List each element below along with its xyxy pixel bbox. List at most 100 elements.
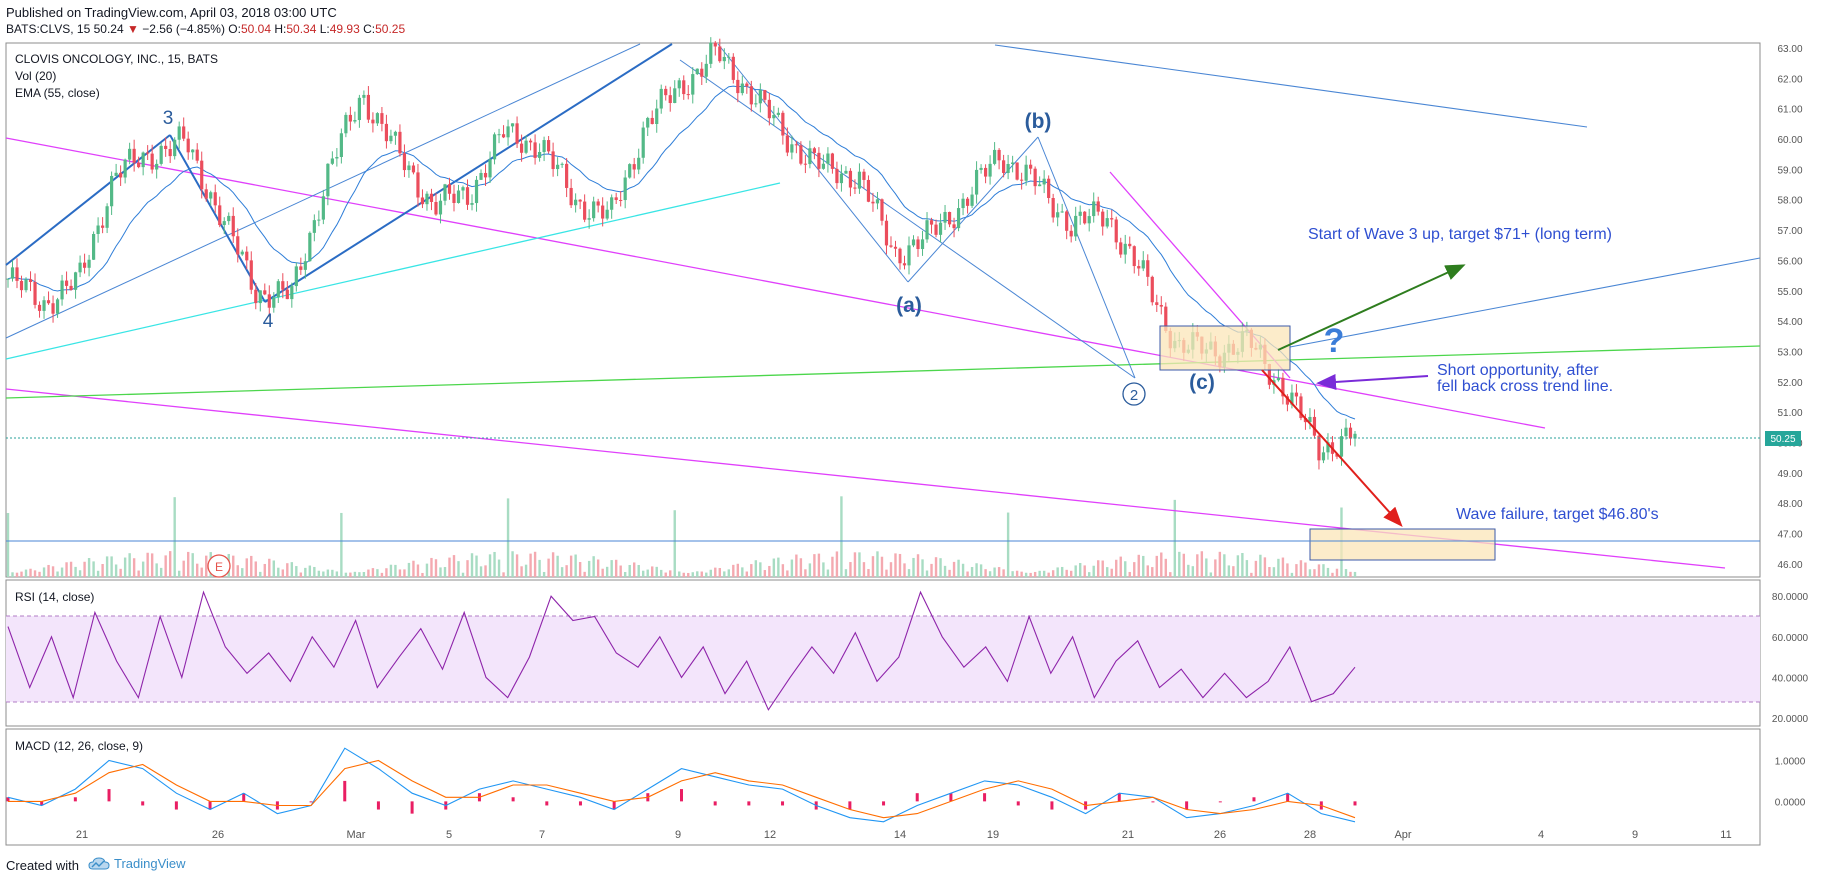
candle-body bbox=[673, 88, 677, 103]
volume-bar bbox=[1056, 567, 1059, 577]
price-chart[interactable]: 63.00 62.00 61.00 60.00 59.00 58.00 57.00 56.00… bbox=[0, 0, 1822, 848]
volume-bar bbox=[1051, 570, 1055, 577]
volume-bar bbox=[529, 553, 532, 577]
tradingview-logo[interactable]: TradingView bbox=[88, 856, 186, 871]
volume-bar bbox=[254, 561, 257, 577]
volume-bar bbox=[1137, 554, 1140, 577]
price-tick-label: 51.00 bbox=[1777, 408, 1802, 419]
volume-bar bbox=[934, 557, 938, 577]
volume-bar bbox=[835, 551, 839, 577]
volume-bar bbox=[155, 563, 158, 577]
candle-body bbox=[420, 197, 425, 205]
volume-bar bbox=[700, 571, 703, 577]
candle-body bbox=[772, 114, 776, 119]
macd-hist-bar bbox=[1016, 801, 1020, 806]
candle-body bbox=[528, 140, 533, 143]
volume-bar bbox=[425, 563, 429, 577]
candle-body bbox=[263, 290, 267, 295]
candle-body bbox=[578, 199, 582, 202]
volume-bar bbox=[623, 572, 627, 577]
candle-body bbox=[249, 260, 253, 290]
target-box bbox=[1309, 528, 1496, 561]
candle-body bbox=[601, 205, 605, 219]
candle-body bbox=[407, 165, 411, 171]
candle-body bbox=[1128, 243, 1132, 247]
macd-hist-bar bbox=[343, 780, 347, 802]
volume-bar bbox=[101, 564, 104, 577]
volume-bar bbox=[1259, 554, 1262, 577]
volume-bar bbox=[952, 561, 956, 577]
candle-body bbox=[623, 177, 627, 201]
candle-body bbox=[1339, 436, 1344, 457]
open-value: 50.04 bbox=[240, 22, 271, 36]
candle-body bbox=[335, 156, 339, 159]
time-tick-label: Apr bbox=[1394, 829, 1411, 841]
pink-trend-upper bbox=[5, 137, 1546, 429]
volume-bar bbox=[651, 566, 654, 577]
volume-bar bbox=[925, 570, 929, 577]
candle-body bbox=[1159, 304, 1163, 307]
candle-body bbox=[713, 42, 717, 47]
published-text: Published on TradingView.com, April 03, … bbox=[6, 5, 337, 20]
rsi-line bbox=[7, 590, 1356, 711]
volume-bar bbox=[42, 567, 46, 577]
channel-line-2 bbox=[679, 59, 1136, 379]
wave-3-label: 3 bbox=[163, 108, 174, 129]
volume-bar bbox=[592, 556, 595, 577]
green-trend bbox=[5, 345, 1761, 399]
price-tick-label: 46.00 bbox=[1777, 560, 1802, 571]
candle-body bbox=[830, 153, 835, 169]
volume-bar bbox=[150, 553, 154, 577]
volume-bar bbox=[502, 572, 505, 577]
volume-bar bbox=[970, 567, 974, 577]
candle-body bbox=[1074, 215, 1078, 237]
wave-line-3-4 bbox=[169, 134, 266, 303]
volume-bar bbox=[51, 566, 55, 577]
volume-bar bbox=[849, 562, 852, 577]
volume-bar bbox=[1146, 565, 1149, 577]
volume-bar bbox=[637, 564, 640, 577]
candle-body bbox=[1029, 164, 1033, 169]
blue-trend-top bbox=[994, 44, 1588, 128]
volume-bar bbox=[610, 560, 613, 577]
candle-body bbox=[303, 261, 307, 270]
volume-bar bbox=[1268, 567, 1271, 577]
volume-bar bbox=[371, 568, 375, 577]
candle-body bbox=[1132, 246, 1136, 267]
candle-body bbox=[902, 263, 907, 266]
candle-body bbox=[326, 163, 330, 197]
candle-body bbox=[862, 171, 866, 180]
volume-bar bbox=[961, 563, 965, 577]
candle-body bbox=[709, 42, 713, 64]
earnings-label: E bbox=[215, 560, 223, 574]
candle-body bbox=[371, 119, 375, 124]
volume-bar bbox=[993, 567, 996, 577]
candle-body bbox=[781, 112, 785, 136]
volume-bar bbox=[727, 569, 731, 577]
candle-body bbox=[1042, 178, 1046, 185]
candle-body bbox=[425, 193, 429, 205]
candle-body bbox=[240, 251, 244, 255]
earnings-marker[interactable] bbox=[207, 554, 231, 578]
volume-bar bbox=[1353, 571, 1357, 577]
volume-bar bbox=[439, 567, 442, 577]
volume-bar bbox=[1218, 551, 1222, 577]
candle-body bbox=[889, 245, 893, 247]
short-annotation-line2: fell back cross trend line. bbox=[1437, 378, 1613, 395]
candle-body bbox=[1326, 442, 1330, 453]
volume-bar bbox=[1006, 512, 1010, 577]
candle-body bbox=[443, 184, 447, 201]
volume-bar bbox=[286, 563, 289, 577]
candle-body bbox=[105, 206, 109, 228]
macd-hist-bar bbox=[848, 801, 852, 810]
macd-label: MACD (12, 26, close, 9) bbox=[15, 739, 143, 753]
candle-body bbox=[677, 80, 681, 89]
volume-bar bbox=[966, 571, 969, 577]
volume-bar bbox=[123, 557, 127, 577]
macd-hist-bar bbox=[1252, 797, 1256, 802]
volume-bar bbox=[1074, 565, 1077, 577]
volume-bar bbox=[1110, 568, 1113, 577]
volume-bar bbox=[1290, 572, 1294, 577]
candle-body bbox=[893, 246, 898, 249]
candle-body bbox=[1119, 242, 1123, 255]
